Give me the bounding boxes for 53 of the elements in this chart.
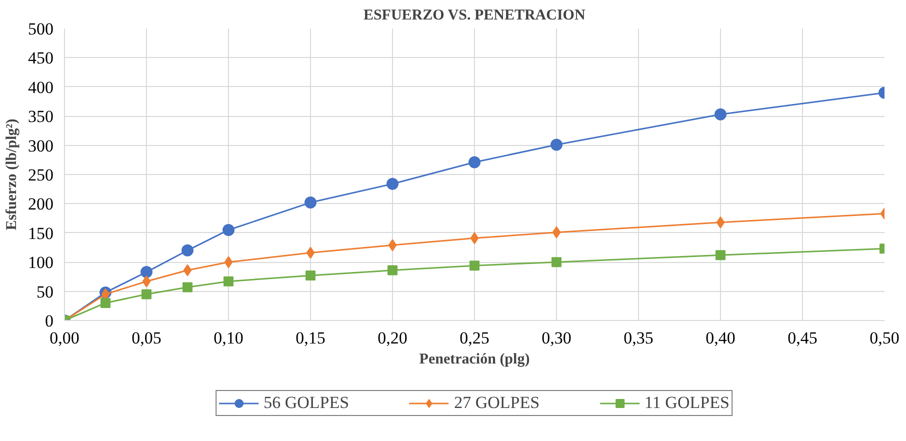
x-tick-label: 0,05 <box>132 328 162 348</box>
point <box>714 108 726 120</box>
point <box>142 275 151 288</box>
point <box>182 244 194 256</box>
legend-label: 56 GOLPES <box>264 393 350 413</box>
point <box>224 276 234 286</box>
point <box>222 224 234 236</box>
point <box>224 256 233 268</box>
point <box>470 232 479 244</box>
point <box>716 216 725 228</box>
chart-title: ESFUERZO VS. PENETRACION <box>363 8 586 24</box>
y-tick-label: 300 <box>28 136 54 156</box>
point <box>470 260 480 271</box>
point <box>386 178 398 190</box>
x-tick-label: 0,25 <box>460 328 490 348</box>
point <box>306 246 315 259</box>
point <box>306 270 316 281</box>
y-tick-label: 200 <box>28 194 54 214</box>
legend-label: 27 GOLPES <box>454 393 540 413</box>
x-tick-label: 0,15 <box>296 328 326 348</box>
point <box>304 196 316 209</box>
point <box>550 138 562 151</box>
x-tick-label: 0,30 <box>542 328 572 348</box>
y-tick-label: 0 <box>45 312 54 330</box>
point <box>388 265 398 276</box>
x-tick-label: 0,10 <box>214 328 244 348</box>
legend-label: 11 GOLPES <box>644 393 730 413</box>
point <box>552 226 561 238</box>
x-tick-label: 0,35 <box>624 328 654 348</box>
y-tick-label: 250 <box>28 166 54 184</box>
y-tick-label: 150 <box>28 224 54 243</box>
point <box>183 264 192 276</box>
point <box>468 156 480 168</box>
point <box>100 298 110 308</box>
x-tick-label: 0,00 <box>50 328 80 348</box>
y-tick-label: 350 <box>28 107 54 126</box>
y-tick-label: 50 <box>36 282 54 302</box>
x-tick-label: 0,45 <box>788 328 818 348</box>
y-axis-title: Esfuerzo (lb/plg²) <box>4 118 20 230</box>
y-tick-label: 450 <box>28 48 54 68</box>
x-tick-label: 0,20 <box>378 328 408 348</box>
y-tick-label: 500 <box>28 20 54 38</box>
x-tick-label: 0,50 <box>870 328 900 348</box>
point <box>140 266 152 278</box>
point <box>388 239 397 252</box>
x-tick-label: 0,40 <box>706 328 736 348</box>
point <box>552 257 562 268</box>
point <box>716 250 726 260</box>
y-tick-label: 400 <box>28 78 54 97</box>
y-tick-label: 100 <box>28 253 54 272</box>
point <box>142 289 152 300</box>
point <box>182 282 192 292</box>
x-axis-title: Penetración (plg) <box>419 352 530 368</box>
